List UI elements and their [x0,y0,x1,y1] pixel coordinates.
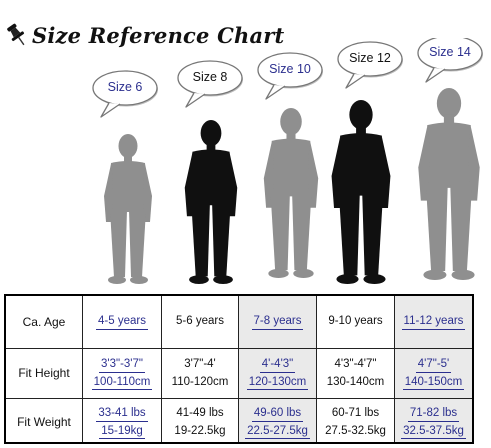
cell-value: 4'-4'3" [259,357,296,373]
row-label-text: Fit Weight [17,415,71,430]
table-cell: 3'3"-3'7" 100-110cm [83,349,162,399]
cell-value: 32.5-37.5kg [401,424,466,439]
row-label: Fit Weight [6,399,83,442]
cell-value: 100-110cm [91,375,153,390]
table-cell: 41-49 lbs 19-22.5kg [162,399,239,442]
speech-bubble [177,60,243,108]
cell-value: 9-10 years [328,315,383,328]
child-silhouette [184,120,238,284]
cell-value: 22.5-27.5kg [245,424,310,439]
row-label: Ca. Age [6,296,83,349]
table-cell: 4'-4'3" 120-130cm [239,349,317,399]
pushpin-icon [7,23,25,46]
cell-value: 33-41 lbs [96,406,148,422]
page-title: Size Reference Chart [32,23,285,48]
table-cell: 33-41 lbs 15-19kg [83,399,162,442]
cell-value: 4'7"-5' [415,357,452,373]
child-silhouette [104,134,152,284]
table-cell: 7-8 years [239,296,317,349]
cell-value: 27.5-32.5kg [325,424,386,437]
cell-value: 60-71 lbs [331,406,380,419]
child-silhouette [418,88,480,280]
cell-value: 19-22.5kg [174,424,226,437]
speech-bubble [92,70,158,118]
title-area: Size Reference Chart [4,22,304,52]
cell-value: 11-12 years [401,314,466,330]
cell-value: 41-49 lbs [176,406,224,419]
speech-bubble [257,52,323,100]
size-bubble-label: Size 8 [192,70,228,84]
cell-value: 120-130cm [246,375,309,390]
table-cell: 4'3"-4'7" 130-140cm [317,349,395,399]
figures-illustration [92,35,483,284]
cell-value: 3'3"-3'7" [99,357,145,373]
row-label: Fit Height [6,349,83,399]
row-label-text: Ca. Age [22,314,66,329]
table-cell: 60-71 lbs 27.5-32.5kg [317,399,395,442]
speech-bubble [337,41,403,89]
cell-value: 7-8 years [251,314,304,330]
child-silhouette [331,100,391,284]
speech-bubble [417,35,483,83]
size-bubble-label: Size 10 [269,62,311,76]
cell-value: 15-19kg [99,424,145,439]
table-cell: 5-6 years [162,296,239,349]
table-cell: 4'7"-5' 140-150cm [395,349,472,399]
table-cell: 3'7"-4' 110-120cm [162,349,239,399]
table-cell: 49-60 lbs 22.5-27.5kg [239,399,317,442]
table-cell: 11-12 years [395,296,472,349]
row-label-text: Fit Height [18,366,70,381]
cell-value: 4-5 years [96,314,148,330]
cell-value: 49-60 lbs [251,406,304,422]
cell-value: 130-140cm [326,375,385,388]
table-cell: 71-82 lbs 32.5-37.5kg [395,399,472,442]
size-table: Ca. Age 4-5 years 5-6 years 7-8 years 9-10 y… [4,294,474,444]
cell-value: 5-6 years [176,315,224,328]
cell-value: 4'3"-4'7" [334,357,377,370]
table-cell: 4-5 years [83,296,162,349]
size-bubble-label: Size 12 [349,51,391,65]
cell-value: 71-82 lbs [407,406,460,422]
child-silhouette [263,108,319,278]
figures-stage: Size 6 Size 8 Size 10 Size 12 Size 14 [0,35,491,294]
cell-value: 140-150cm [402,375,465,390]
table-cell: 9-10 years [317,296,395,349]
cell-value: 3'7"-4' [184,357,216,370]
size-bubble-label: Size 6 [107,80,143,94]
size-bubble-label: Size 14 [429,45,471,59]
cell-value: 110-120cm [171,375,229,388]
